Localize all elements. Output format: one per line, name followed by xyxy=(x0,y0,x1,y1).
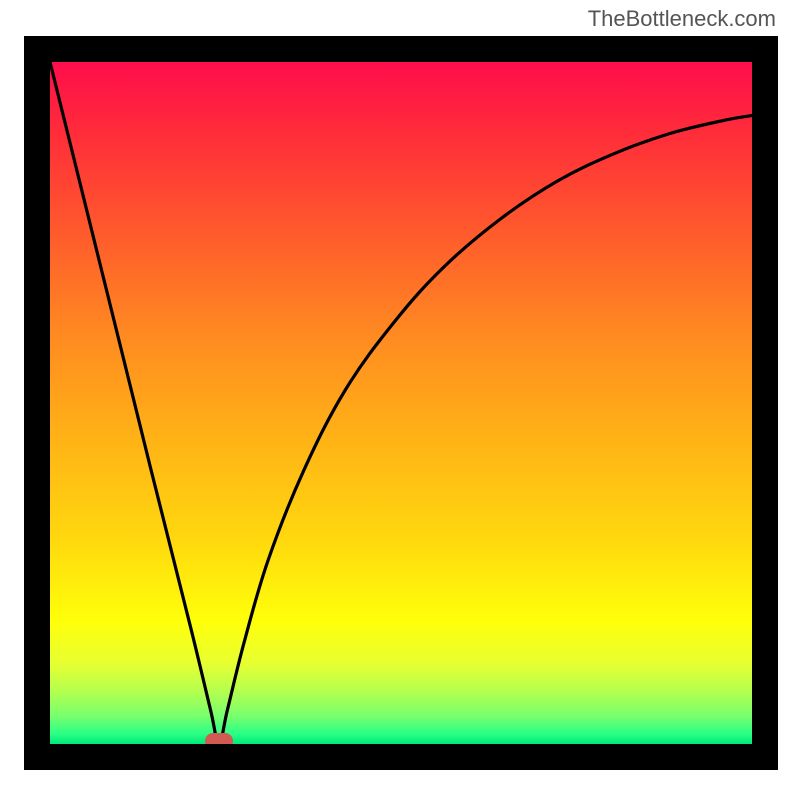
chart-stage: TheBottleneck.com xyxy=(0,0,800,800)
frame-left xyxy=(24,36,50,770)
bottleneck-curve xyxy=(0,0,800,800)
branding-text: TheBottleneck.com xyxy=(588,6,776,32)
frame-top xyxy=(24,36,778,62)
frame-bottom xyxy=(24,744,778,770)
frame-right xyxy=(752,36,778,770)
